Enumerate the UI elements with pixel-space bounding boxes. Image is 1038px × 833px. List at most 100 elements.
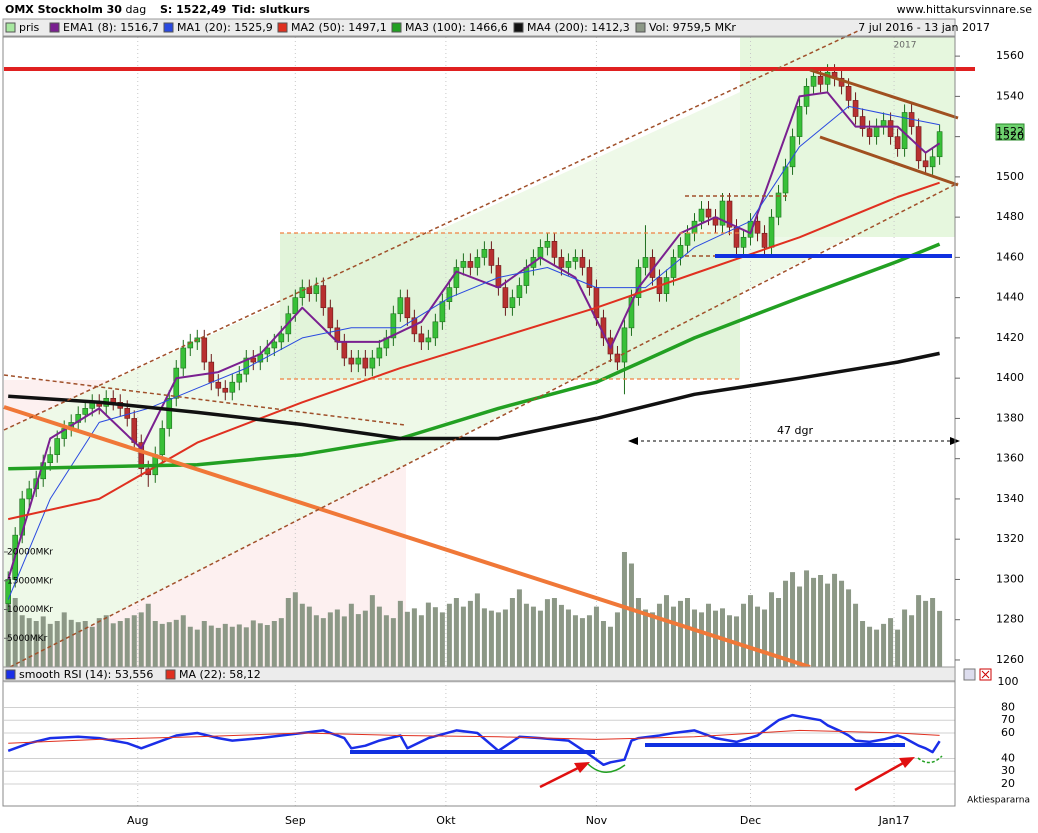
volume-tick-label: 15000MKr bbox=[7, 576, 53, 586]
candle-body bbox=[306, 287, 313, 294]
candle-body bbox=[222, 387, 229, 393]
volume-bar bbox=[26, 618, 32, 667]
volume-tick-label: 5000MKr bbox=[7, 634, 48, 644]
volume-bar bbox=[481, 608, 487, 667]
candle-body bbox=[187, 341, 194, 349]
candle-body bbox=[740, 236, 747, 248]
volume-bar bbox=[860, 621, 866, 667]
tool-icon[interactable] bbox=[963, 668, 976, 681]
volume-bar bbox=[628, 563, 634, 667]
candle-body bbox=[621, 327, 628, 363]
volume-bar bbox=[12, 598, 18, 667]
candle-body bbox=[432, 321, 439, 339]
volume-bar bbox=[846, 589, 852, 667]
volume-bar bbox=[5, 586, 11, 667]
channel-line bbox=[809, 68, 959, 120]
volume-bar bbox=[544, 599, 550, 667]
volume-bar bbox=[341, 616, 347, 667]
arrow-head bbox=[628, 437, 638, 445]
volume-bar bbox=[937, 610, 943, 667]
arrow bbox=[539, 765, 581, 789]
candle-body bbox=[82, 408, 89, 415]
candle-body bbox=[271, 341, 278, 349]
volume-bar bbox=[642, 609, 648, 667]
candle-body bbox=[201, 337, 208, 363]
y-tick-label: 1480 bbox=[996, 210, 1024, 223]
volume-tick-label: 20000MKr bbox=[7, 548, 53, 558]
volume-bar bbox=[530, 606, 536, 667]
candle-body bbox=[733, 226, 740, 248]
y-tick-label: 1280 bbox=[996, 613, 1024, 626]
volume-bar bbox=[75, 622, 81, 667]
legend-label: MA4 (200): 1412,3 bbox=[527, 21, 630, 34]
candle-body bbox=[544, 240, 551, 248]
candle-body bbox=[243, 357, 250, 375]
volume-bar bbox=[47, 623, 53, 667]
volume-bar bbox=[61, 612, 67, 667]
volume-bar bbox=[474, 593, 480, 667]
date-range: 7 jul 2016 - 13 jan 2017 bbox=[858, 21, 990, 34]
volume-bar bbox=[54, 621, 60, 667]
chart-title: OMX Stockholm 30 bbox=[5, 3, 122, 16]
volume-bar bbox=[117, 621, 123, 667]
volume-bar bbox=[355, 614, 361, 667]
volume-bar bbox=[285, 598, 291, 667]
volume-bar bbox=[769, 592, 775, 667]
rsi-tick-label: 100 bbox=[998, 675, 1019, 688]
candle-body bbox=[313, 285, 320, 294]
x-tick-label: Sep bbox=[285, 814, 306, 827]
volume-bar bbox=[257, 623, 263, 667]
candle-body bbox=[439, 301, 446, 323]
volume-bar bbox=[930, 598, 936, 667]
volume-bar bbox=[68, 619, 74, 667]
candle-body bbox=[495, 265, 502, 288]
candle-body bbox=[236, 373, 243, 383]
volume-bar bbox=[96, 618, 102, 667]
candle-body bbox=[369, 357, 376, 369]
volume-bar bbox=[874, 629, 880, 667]
volume-bar bbox=[264, 625, 270, 667]
candle-body bbox=[229, 381, 236, 393]
volume-bar bbox=[453, 598, 459, 667]
volume-bar bbox=[19, 615, 25, 667]
volume-bar bbox=[33, 621, 39, 667]
y-tick-label: 1560 bbox=[996, 49, 1024, 62]
volume-bar bbox=[306, 606, 312, 667]
candle-body bbox=[425, 337, 432, 343]
volume-bar bbox=[89, 626, 95, 667]
volume-bar bbox=[783, 580, 789, 667]
y-tick-label: 1500 bbox=[996, 170, 1024, 183]
legend-swatch bbox=[277, 22, 288, 33]
candle-body bbox=[782, 166, 789, 194]
source: www.hittakursvinnare.se bbox=[897, 3, 1033, 16]
line-series bbox=[7, 713, 941, 767]
candle-body bbox=[453, 267, 460, 288]
rsi-tick-label: 60 bbox=[1001, 726, 1015, 739]
candle-body bbox=[278, 333, 285, 343]
volume-bar bbox=[404, 611, 410, 667]
volume-bar bbox=[600, 621, 606, 667]
volume-bar bbox=[187, 626, 193, 667]
volume-bar bbox=[138, 612, 144, 667]
volume-bar bbox=[923, 600, 929, 667]
candle-body bbox=[635, 267, 642, 298]
arc bbox=[917, 755, 943, 764]
line-series bbox=[8, 242, 941, 471]
volume-bar bbox=[432, 607, 438, 667]
chart-subtitle: - dag bbox=[118, 3, 146, 16]
volume-bar bbox=[755, 606, 761, 667]
volume-bar bbox=[670, 606, 676, 667]
last-price-label: 1522 bbox=[996, 125, 1024, 138]
volume-bar bbox=[180, 615, 186, 667]
volume-bar bbox=[271, 621, 277, 667]
candle-body bbox=[180, 347, 187, 369]
volume-bar bbox=[495, 612, 501, 667]
x-tick-label: Dec bbox=[740, 814, 761, 827]
volume-bar bbox=[418, 615, 424, 667]
volume-bar bbox=[411, 608, 417, 667]
volume-bar bbox=[797, 586, 803, 667]
volume-bar bbox=[348, 603, 354, 667]
volume-bar bbox=[446, 603, 452, 667]
legend-swatch bbox=[513, 22, 524, 33]
